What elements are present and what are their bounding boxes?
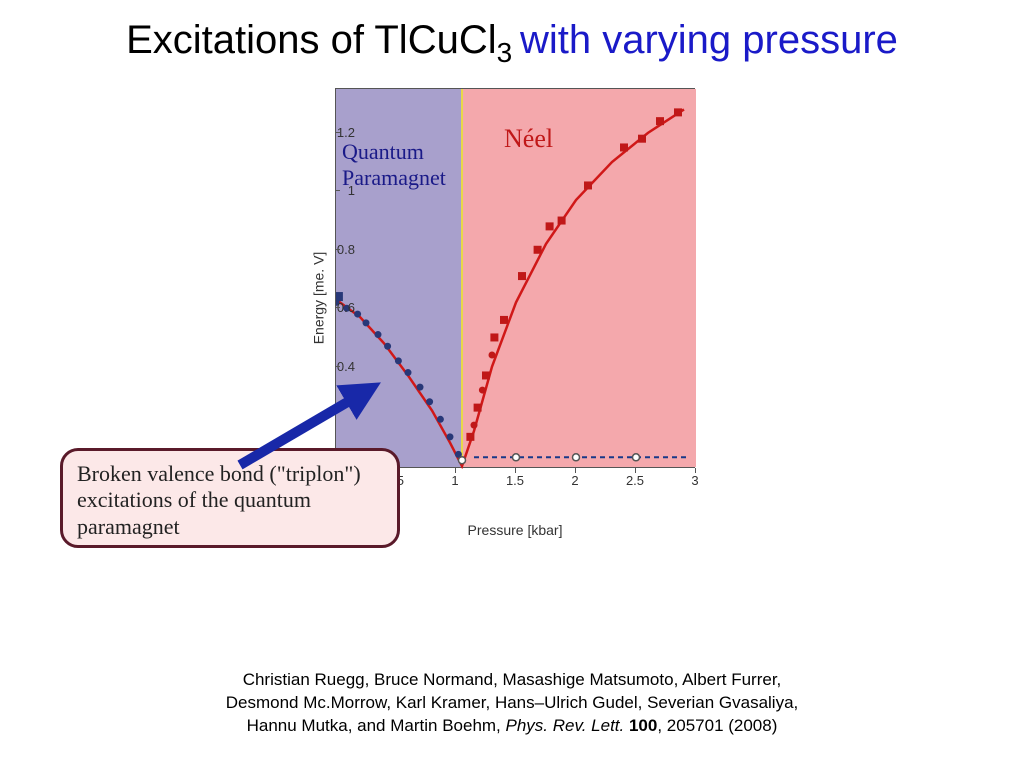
region-label-qp: QuantumParamagnet: [342, 139, 446, 191]
credits: Christian Ruegg, Bruce Normand, Masashig…: [0, 669, 1024, 738]
phase-boundary-line: [461, 89, 463, 467]
y-tick: 0.8: [325, 242, 355, 257]
x-tick: 2: [560, 473, 590, 488]
title-sub: 3: [497, 37, 520, 68]
credits-line3: Hannu Mutka, and Martin Boehm, Phys. Rev…: [0, 715, 1024, 738]
region-label-neel: Néel: [504, 124, 553, 154]
y-tick: 0.4: [325, 359, 355, 374]
x-tick: 3: [680, 473, 710, 488]
title-blue: with varying pressure: [520, 18, 898, 62]
region-neel: [462, 89, 696, 467]
title-black: Excitations of TlCuCl: [126, 18, 497, 62]
y-axis-label: Energy [me. V]: [310, 252, 326, 345]
callout-text: Broken valence bond ("triplon") excitati…: [77, 461, 361, 539]
page-title: Excitations of TlCuCl3 with varying pres…: [0, 18, 1024, 69]
y-tick: 0.6: [325, 300, 355, 315]
x-tick: 1.5: [500, 473, 530, 488]
x-tick: 2.5: [620, 473, 650, 488]
plot-area: QuantumParamagnet Néel: [335, 88, 695, 468]
y-tick: 1.2: [325, 125, 355, 140]
callout-box: Broken valence bond ("triplon") excitati…: [60, 448, 400, 548]
credits-line2: Desmond Mc.Morrow, Karl Kramer, Hans–Ulr…: [0, 692, 1024, 715]
chart-container: QuantumParamagnet Néel Energy [me. V] Pr…: [280, 88, 720, 508]
credits-line1: Christian Ruegg, Bruce Normand, Masashig…: [0, 669, 1024, 692]
x-tick: 1: [440, 473, 470, 488]
y-tick: 1: [325, 183, 355, 198]
